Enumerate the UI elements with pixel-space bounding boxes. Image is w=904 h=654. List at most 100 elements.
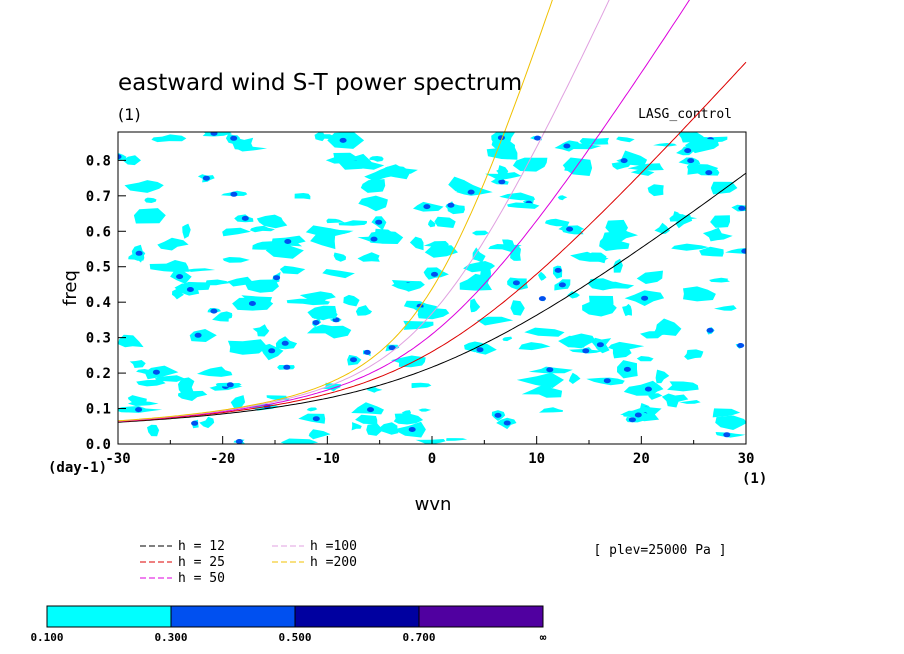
power-blob — [710, 181, 738, 195]
dispersion-curve-h12 — [117, 172, 747, 423]
power-blob-high — [273, 275, 281, 281]
power-blob-high — [498, 179, 506, 185]
power-blob-high — [235, 439, 243, 444]
x-tick-label: 10 — [528, 451, 545, 467]
power-blob — [472, 343, 497, 355]
power-blob — [333, 252, 347, 262]
power-blob — [568, 372, 581, 384]
power-blob-high — [503, 420, 511, 426]
power-blob — [151, 134, 187, 143]
power-blob-high — [687, 158, 695, 164]
power-blob — [178, 377, 195, 396]
x-tick-label: -30 — [105, 451, 130, 467]
power-blob — [299, 291, 336, 304]
power-blob — [366, 386, 383, 393]
power-blob — [256, 214, 288, 229]
y-tick-label: 0.7 — [86, 189, 111, 205]
power-blob — [411, 382, 432, 389]
power-blob — [470, 298, 481, 313]
power-blob-high — [375, 219, 383, 225]
power-blob-high — [620, 158, 628, 164]
power-blob-high — [135, 407, 143, 413]
power-blob-high — [210, 308, 218, 314]
power-blob — [671, 243, 709, 251]
power-blob — [136, 369, 154, 374]
power-blob — [391, 281, 420, 291]
colorbar-label: 0.300 — [154, 631, 187, 644]
power-blob — [358, 195, 388, 212]
power-blob — [428, 219, 436, 228]
power-blob-high — [628, 417, 636, 423]
power-blob-high — [281, 340, 289, 346]
power-blob-high — [312, 320, 320, 326]
power-blob — [124, 180, 164, 193]
power-blob — [562, 157, 593, 176]
power-blob — [538, 271, 547, 281]
power-blob — [512, 157, 548, 172]
power-blob-high — [476, 347, 484, 353]
y-tick-label: 0.5 — [86, 260, 111, 276]
power-blob-high — [603, 378, 611, 384]
power-blob-high — [741, 248, 746, 254]
power-blob — [679, 400, 701, 404]
power-blob — [182, 223, 191, 239]
power-shading — [118, 132, 746, 444]
power-blob — [343, 294, 360, 307]
y-tick-label: 0.2 — [86, 366, 111, 382]
x-tick-label: -20 — [210, 451, 235, 467]
power-blob — [699, 246, 724, 257]
power-blob-high — [546, 367, 554, 373]
power-blob — [199, 416, 215, 429]
power-blob-high — [350, 357, 357, 363]
power-blob — [678, 132, 704, 143]
y-tick-label: 0.6 — [86, 224, 111, 240]
power-blob — [369, 156, 384, 162]
power-blob — [306, 407, 318, 412]
colorbar-label: 0.500 — [278, 631, 311, 644]
power-blob — [524, 327, 565, 337]
colorbar-swatch — [46, 605, 172, 628]
plev-note: [ plev=25000 Pa ] — [593, 543, 726, 558]
y-axis-ticks: 0.0 0.1 0.2 0.3 0.4 0.5 0.6 0.7 0.8 — [86, 153, 126, 453]
legend-label: h =100 — [310, 539, 357, 554]
power-blob-high — [641, 295, 649, 301]
power-blob — [232, 137, 254, 150]
power-blob-high — [135, 250, 143, 256]
power-blob-high — [202, 175, 210, 181]
power-blob — [502, 336, 513, 342]
power-blob — [230, 395, 246, 409]
power-blob — [485, 172, 522, 181]
y-unit-label: (day-1) — [48, 460, 107, 476]
dispersion-curve-h25 — [117, 61, 747, 423]
power-blob — [136, 379, 166, 387]
power-blob-high — [408, 427, 416, 432]
power-blob-high — [737, 343, 745, 348]
power-blob — [636, 356, 654, 362]
colorbar: 0.100 0.300 0.500 0.700 ∞ — [30, 605, 547, 644]
power-blob — [312, 310, 338, 319]
power-blob — [310, 232, 336, 250]
power-blob — [675, 213, 693, 229]
power-blob-high — [634, 412, 642, 418]
power-blob — [360, 179, 386, 193]
power-blob — [279, 265, 306, 275]
power-blob — [144, 365, 179, 380]
power-blob-high — [388, 345, 396, 351]
power-blob-high — [194, 332, 202, 338]
power-blob-high — [268, 348, 276, 354]
power-blob — [298, 413, 326, 424]
power-blob — [434, 216, 456, 228]
x-tick-label: 30 — [738, 451, 755, 467]
power-blob — [325, 152, 369, 164]
power-blob — [599, 235, 630, 251]
chart-subtitle: (1) — [118, 105, 141, 124]
power-blob — [252, 241, 276, 250]
power-blob — [366, 423, 383, 436]
power-blob — [220, 311, 233, 320]
power-blob-high — [723, 432, 731, 438]
power-blob — [157, 237, 189, 251]
power-blob — [118, 334, 144, 348]
power-blob — [133, 208, 166, 224]
power-blob — [570, 251, 609, 262]
power-blob — [667, 381, 699, 392]
